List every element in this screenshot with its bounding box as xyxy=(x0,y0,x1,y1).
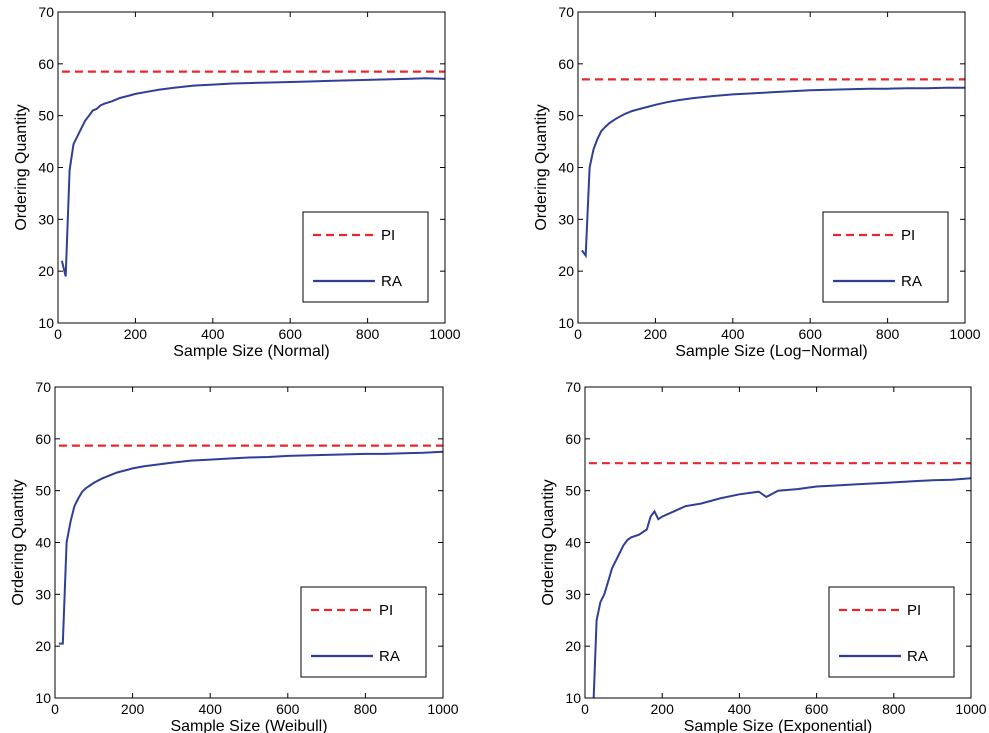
x-tick-label: 1000 xyxy=(949,326,980,342)
x-tick-label: 600 xyxy=(799,326,823,342)
y-tick-label: 60 xyxy=(558,56,574,72)
x-tick-label: 1000 xyxy=(429,326,460,342)
series-line-ra xyxy=(60,77,445,277)
x-axis-label: Sample Size (Log−Normal) xyxy=(675,343,868,360)
y-axis-label: Ordering Quantity xyxy=(533,104,550,230)
y-tick-label: 10 xyxy=(565,690,581,706)
x-tick-label: 0 xyxy=(54,326,62,342)
y-tick-label: 10 xyxy=(558,315,574,331)
y-axis-label: Ordering Quantity xyxy=(13,104,30,230)
y-tick-label: 20 xyxy=(558,263,574,279)
x-tick-label: 800 xyxy=(876,326,900,342)
legend-box xyxy=(300,586,427,678)
x-tick-label: 200 xyxy=(651,701,675,717)
legend-label-pi: PI xyxy=(379,602,393,619)
x-tick-label: 600 xyxy=(276,701,300,717)
x-tick-label: 800 xyxy=(882,701,906,717)
legend: PI RA xyxy=(822,211,949,303)
x-tick-label: 0 xyxy=(581,701,589,717)
x-axis-label: Sample Size (Exponential) xyxy=(684,718,873,733)
y-tick-label: 70 xyxy=(558,4,574,20)
legend-label-ra: RA xyxy=(381,273,402,290)
y-tick-label: 50 xyxy=(35,483,51,499)
y-tick-label: 40 xyxy=(38,160,54,176)
y-tick-label: 10 xyxy=(35,690,51,706)
chart-panel-1: 0 200 400 600 800 1000 10 20 30 40 50 60 70 Sample Si… xyxy=(13,4,461,360)
y-tick-label: 70 xyxy=(35,379,51,395)
x-tick-label: 400 xyxy=(728,701,752,717)
series-line-ra xyxy=(592,477,971,698)
y-tick-label: 60 xyxy=(35,431,51,447)
legend-label-pi: PI xyxy=(381,227,395,244)
y-tick-label: 60 xyxy=(38,56,54,72)
x-tick-label: 1000 xyxy=(955,701,986,717)
x-tick-label: 400 xyxy=(199,701,223,717)
y-tick-label: 30 xyxy=(565,586,581,602)
legend-label-pi: PI xyxy=(907,602,921,619)
legend-box xyxy=(828,586,955,678)
x-axis-label: Sample Size (Weibull) xyxy=(170,718,327,733)
x-tick-label: 200 xyxy=(644,326,668,342)
legend-label-ra: RA xyxy=(907,648,928,665)
x-tick-label: 200 xyxy=(121,701,145,717)
series-line-ra xyxy=(581,86,965,259)
x-tick-label: 1000 xyxy=(427,701,458,717)
x-tick-label: 400 xyxy=(201,326,225,342)
chart-panel-2: 0 200 400 600 800 1000 10 20 30 40 50 60 70 Sample Si… xyxy=(533,4,981,360)
y-axis-label: Ordering Quantity xyxy=(10,479,27,605)
y-tick-label: 20 xyxy=(565,638,581,654)
y-tick-label: 10 xyxy=(38,315,54,331)
y-tick-label: 30 xyxy=(558,211,574,227)
x-tick-label: 800 xyxy=(356,326,380,342)
x-tick-label: 600 xyxy=(279,326,303,342)
y-axis-label: Ordering Quantity xyxy=(540,479,557,605)
x-tick-label: 200 xyxy=(124,326,148,342)
y-tick-label: 40 xyxy=(35,535,51,551)
legend: PI RA xyxy=(302,211,429,303)
y-tick-label: 60 xyxy=(565,431,581,447)
chart-panel-3: 0 200 400 600 800 1000 10 20 30 40 50 60 70 Sample Si… xyxy=(10,379,459,733)
y-tick-label: 70 xyxy=(38,4,54,20)
y-tick-label: 50 xyxy=(558,108,574,124)
x-tick-label: 600 xyxy=(805,701,829,717)
series-line-ra xyxy=(58,450,443,645)
legend: PI RA xyxy=(300,586,427,678)
legend-label-pi: PI xyxy=(901,227,915,244)
y-tick-label: 30 xyxy=(35,586,51,602)
y-tick-label: 20 xyxy=(38,263,54,279)
legend: PI RA xyxy=(828,586,955,678)
y-tick-label: 50 xyxy=(38,108,54,124)
y-tick-label: 40 xyxy=(565,535,581,551)
x-tick-label: 800 xyxy=(354,701,378,717)
legend-box xyxy=(302,211,429,303)
legend-box xyxy=(822,211,949,303)
legend-label-ra: RA xyxy=(379,648,400,665)
x-axis-label: Sample Size (Normal) xyxy=(173,343,329,360)
y-tick-label: 20 xyxy=(35,638,51,654)
x-tick-label: 0 xyxy=(51,701,59,717)
x-tick-label: 400 xyxy=(721,326,745,342)
y-tick-label: 50 xyxy=(565,483,581,499)
x-tick-label: 0 xyxy=(574,326,582,342)
chart-panel-4: 0 200 400 600 800 1000 10 20 30 40 50 60 70 Sample Si… xyxy=(540,379,987,733)
y-tick-label: 70 xyxy=(565,379,581,395)
y-tick-label: 30 xyxy=(38,211,54,227)
y-tick-label: 40 xyxy=(558,160,574,176)
legend-label-ra: RA xyxy=(901,273,922,290)
